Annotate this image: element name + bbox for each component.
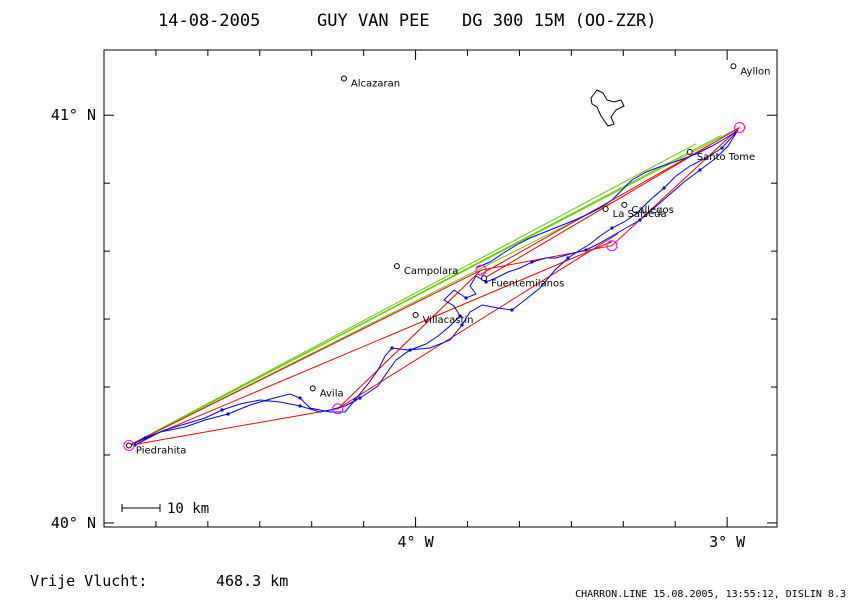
task-leg (611, 127, 740, 247)
track-fix (698, 168, 702, 172)
place-dot (481, 275, 488, 282)
place-label: Avila (320, 388, 344, 399)
place-dot (412, 312, 419, 318)
track-fix (408, 348, 412, 352)
declared-task-lines (128, 127, 740, 446)
track-fix (638, 218, 642, 222)
track-fix (610, 226, 614, 230)
task-leg (128, 408, 338, 446)
track-fix (530, 260, 534, 264)
track-fix (460, 323, 464, 327)
place-dot (309, 385, 316, 392)
scored-task-lines (128, 127, 740, 446)
task-leg (337, 269, 482, 410)
axis-labels: 41° N 40° N 4° W 3° W (51, 106, 746, 551)
place-dot (125, 442, 132, 449)
task-leg (480, 143, 712, 275)
tick-marks (103, 50, 777, 527)
turnpoint-circle (123, 439, 135, 451)
track-fix (584, 248, 588, 252)
track-line (475, 129, 739, 269)
track-fix (458, 314, 462, 318)
title-glider: DG 300 15M (OO-ZZR) (462, 11, 656, 31)
title-pilot: GUY VAN PEE (317, 11, 430, 31)
scale-bar: 10 km (121, 501, 209, 517)
distance-label: Vrije Vlucht: (30, 572, 147, 590)
x-tick-label-4w: 4° W (398, 533, 435, 551)
track-fix (143, 436, 147, 440)
turnpoint-circle (734, 121, 746, 133)
place-dot (730, 63, 737, 70)
track-fix (566, 256, 570, 260)
turnpoint-circle (475, 264, 487, 276)
place-dot (340, 75, 347, 82)
place-dot (393, 263, 400, 270)
place-label: La Salseda (613, 209, 667, 220)
declared-leg (128, 143, 697, 446)
task-leg (128, 241, 613, 446)
scale-bar-label: 10 km (167, 501, 209, 517)
flight-track (132, 129, 739, 447)
credit-line: CHARRON.LINE 15.08.2005, 13:55:12, DISLI… (575, 589, 846, 600)
plot-frame (103, 49, 778, 528)
track-fix (298, 404, 302, 408)
track-fix (720, 146, 724, 150)
track-fix (464, 296, 468, 300)
title-date: 14-08-2005 (158, 11, 260, 31)
y-tick-label-40n: 40° N (51, 514, 96, 532)
track-fix (390, 346, 394, 350)
place-label: Campolara (404, 266, 458, 277)
place-label: Villacastin (423, 315, 474, 326)
x-tick-label-3w: 3° W (709, 533, 746, 551)
task-leg (483, 127, 740, 279)
lake-outline (590, 89, 625, 127)
distance-value: 468.3 km (216, 572, 288, 590)
track-fix (353, 398, 357, 402)
task-leg (128, 269, 482, 446)
track-fix (358, 396, 362, 400)
place-dot (621, 201, 628, 208)
declared-leg (128, 135, 722, 446)
turnpoint-circle (606, 240, 618, 252)
place-label: Callegos (631, 205, 674, 216)
place-label: Alcazaran (351, 79, 400, 90)
turnpoint-circle (332, 403, 344, 415)
track-fix (298, 396, 302, 400)
place-label: Fuentemilanos (491, 278, 564, 289)
track-fix (484, 280, 488, 284)
track-fix (220, 408, 224, 412)
place-label: Piedrahita (136, 445, 187, 456)
place-label: Santo Tome (697, 152, 755, 163)
place-label: Ayllon (740, 66, 770, 77)
place-dot (686, 148, 693, 155)
task-leg (337, 233, 619, 410)
turnpoint-markers (123, 121, 746, 451)
track-fix (226, 412, 230, 416)
track-fix (510, 308, 514, 312)
track-line (132, 129, 739, 446)
y-tick-label-41n: 41° N (51, 106, 96, 124)
track-fix (662, 186, 666, 190)
place-dot (602, 206, 609, 212)
